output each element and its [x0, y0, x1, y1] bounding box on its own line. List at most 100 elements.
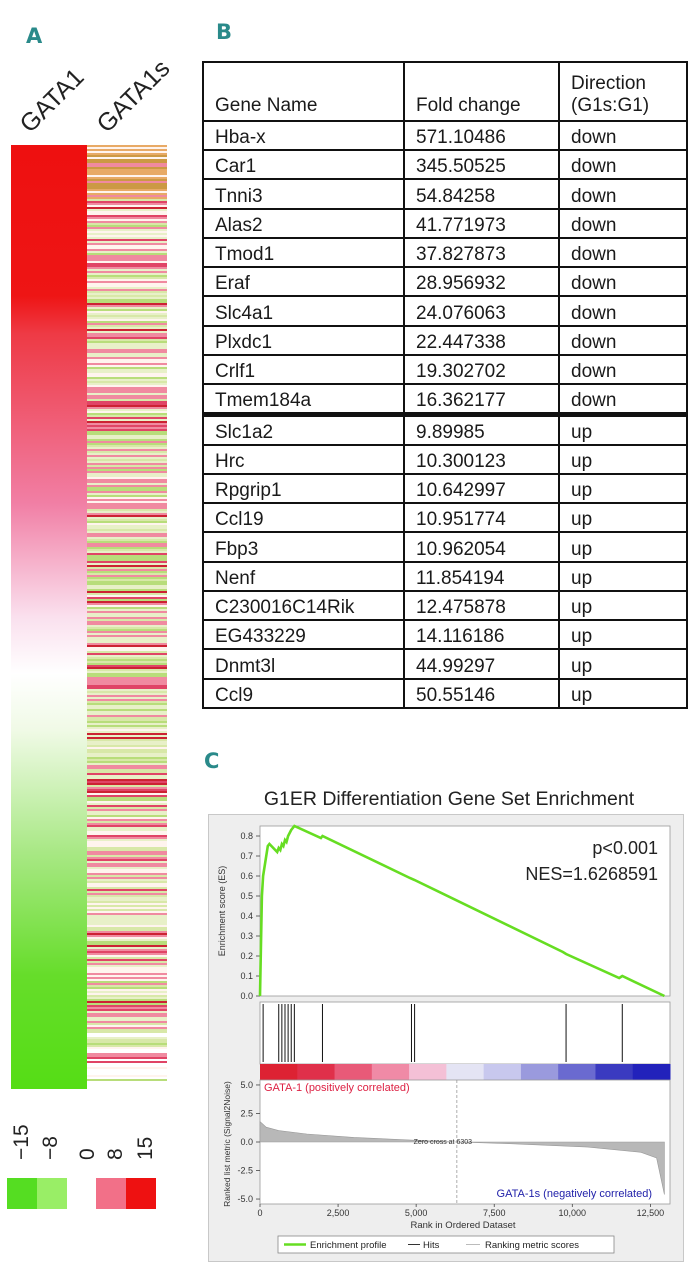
- heatmap-gata1s-cell: [87, 659, 167, 662]
- heatmap-gata1s-cell: [87, 991, 167, 994]
- direction-cell: down: [558, 353, 688, 385]
- heatmap-gata1s-cell: [87, 1069, 167, 1072]
- heatmap-gata1s-cell: [87, 573, 167, 576]
- es-ytick-label: 0.3: [240, 931, 253, 941]
- panel-label-a: A: [26, 24, 43, 48]
- direction-cell: down: [558, 119, 688, 152]
- heatmap-gata1s-cell: [87, 665, 167, 668]
- heatmap-gata1s-cell: [87, 447, 167, 450]
- heatmap-gata1s-cell: [87, 975, 167, 978]
- table-row: EG433229 14.116186 up: [202, 619, 688, 651]
- fold-change-cell: 54.84258: [403, 178, 560, 210]
- heatmap-gata1s-cell: [87, 707, 167, 710]
- fold-change-cell: 14.116186: [403, 619, 560, 651]
- heatmap-gata1s-cell: [87, 505, 167, 508]
- rank-colorbar-segment: [595, 1064, 634, 1080]
- heatmap-gata1s-cell: [87, 893, 167, 896]
- rank-colorbar-segment: [632, 1064, 671, 1080]
- heatmap-gata1s-cell: [87, 469, 167, 472]
- heatmap-gata1s-cell: [87, 801, 167, 804]
- heatmap-gata1s-cell: [87, 543, 167, 546]
- heatmap-gata1s-cell: [87, 257, 167, 260]
- heatmap-gata1s-cell: [87, 271, 167, 274]
- heatmap-gata1s-cell: [87, 657, 167, 660]
- metric-ytick-label: -2.5: [237, 1166, 253, 1176]
- heatmap-gata1s-cell: [87, 757, 167, 760]
- gene-name-cell: EG433229: [202, 619, 405, 651]
- heatmap-gata1s-cell: [87, 405, 167, 408]
- heatmap-gata1s-cell: [87, 725, 167, 728]
- heatmap-gata1s-cell: [87, 579, 167, 582]
- heatmap-gata1s-cell: [87, 501, 167, 504]
- gene-name-cell: C230016C14Rik: [202, 589, 405, 622]
- heatmap-gata1s-cell: [87, 827, 167, 830]
- heatmap-gata1s-cell: [87, 845, 167, 848]
- heatmap-gata1s-cell: [87, 789, 167, 792]
- heatmap-gata1s-cell: [87, 1085, 167, 1088]
- separator-cell: [202, 411, 405, 417]
- legend-tick-neg8: −8: [39, 1136, 62, 1160]
- xlabel: Rank in Ordered Dataset: [410, 1220, 515, 1231]
- heatmap-gata1s-cell: [87, 545, 167, 548]
- heatmap-gata1s-cell: [87, 861, 167, 864]
- heatmap-gata1s-cell: [87, 355, 167, 358]
- panel-label-c: C: [204, 749, 220, 773]
- heatmap-gata1s-cell: [87, 871, 167, 874]
- direction-cell: down: [558, 266, 688, 298]
- heatmap-gata1-column: [11, 145, 87, 1089]
- heatmap-gata1s-cell: [87, 609, 167, 612]
- heatmap-gata1s-cell: [87, 709, 167, 712]
- heatmap-gata1s-cell: [87, 273, 167, 276]
- heatmap-gata1s-cell: [87, 947, 167, 950]
- heatmap-gata1s-cell: [87, 1065, 167, 1068]
- table-header-row: Gene Name Fold change Direction (G1s:G1): [202, 61, 688, 122]
- heatmap-gata1s-cell: [87, 195, 167, 198]
- heatmap-gata1s-cell: [87, 145, 167, 148]
- heatmap-gata1s-cell: [87, 875, 167, 878]
- table-row: Tmod1 37.827873 down: [202, 236, 688, 269]
- heatmap-gata1s-cell: [87, 743, 167, 746]
- heatmap-gata1s-cell: [87, 997, 167, 1000]
- heatmap-gata1s-cell: [87, 167, 167, 170]
- table-row: Tmem184a 16.362177 down: [202, 382, 688, 415]
- heatmap-gata1s-cell: [87, 587, 167, 590]
- legend-swatch-light-red: [96, 1178, 126, 1209]
- heatmap-gata1s-cell: [87, 487, 167, 490]
- heatmap-gata1s-cell: [87, 867, 167, 870]
- heatmap-gata1s-cell: [87, 775, 167, 778]
- heatmap-gata1s-cell: [87, 1017, 167, 1020]
- gene-fold-change-table: Gene Name Fold change Direction (G1s:G1) …: [202, 61, 688, 710]
- gene-name-cell: Ccl9: [202, 677, 405, 710]
- heatmap-gata1s-cell: [87, 627, 167, 630]
- heatmap-gata1s-cell: [87, 1043, 167, 1046]
- heatmap-gata1s-cell: [87, 333, 167, 336]
- direction-cell: down: [558, 149, 688, 181]
- heatmap-gata1s-cell: [87, 173, 167, 176]
- gene-name-cell: Hba-x: [202, 119, 405, 152]
- heatmap-gata1s-cell: [87, 541, 167, 544]
- heatmap-gata1s-cell: [87, 217, 167, 220]
- heatmap-gata1s-cell: [87, 239, 167, 242]
- heatmap-gata1s-cell: [87, 1041, 167, 1044]
- heatmap-gata1s-cell: [87, 1009, 167, 1012]
- heatmap-gata1s-cell: [87, 813, 167, 816]
- heatmap-gata1s-cell: [87, 737, 167, 740]
- heatmap-gata1s-cell: [87, 1003, 167, 1006]
- heatmap-gata1s-cell: [87, 817, 167, 820]
- heatmap-gata1s-cell: [87, 841, 167, 844]
- heatmap-gata1s-cell: [87, 1075, 167, 1078]
- heatmap-gata1s-cell: [87, 357, 167, 360]
- heatmap-gata1s-cell: [87, 1035, 167, 1038]
- es-ytick-label: 0.7: [240, 851, 253, 861]
- heatmap-gata1s-cell: [87, 983, 167, 986]
- fold-change-cell: 28.956932: [403, 266, 560, 298]
- gsea-plot: 0.8 0.7 0.6 0.5 0.4 0.3 0.2 0.1 0.0 Enrichment sc…: [217, 824, 671, 1254]
- heatmap-gata1s-cell: [87, 675, 167, 678]
- heatmap-column-gata1: GATA1: [14, 63, 90, 139]
- heatmap-gata1s-cell: [87, 685, 167, 688]
- heatmap-gata1s-cell: [87, 909, 167, 912]
- heatmap-gata1s-cell: [87, 319, 167, 322]
- heatmap-gata1s-cell: [87, 865, 167, 868]
- heatmap-gata1s-cell: [87, 383, 167, 386]
- table-row: Eraf 28.956932 down: [202, 266, 688, 298]
